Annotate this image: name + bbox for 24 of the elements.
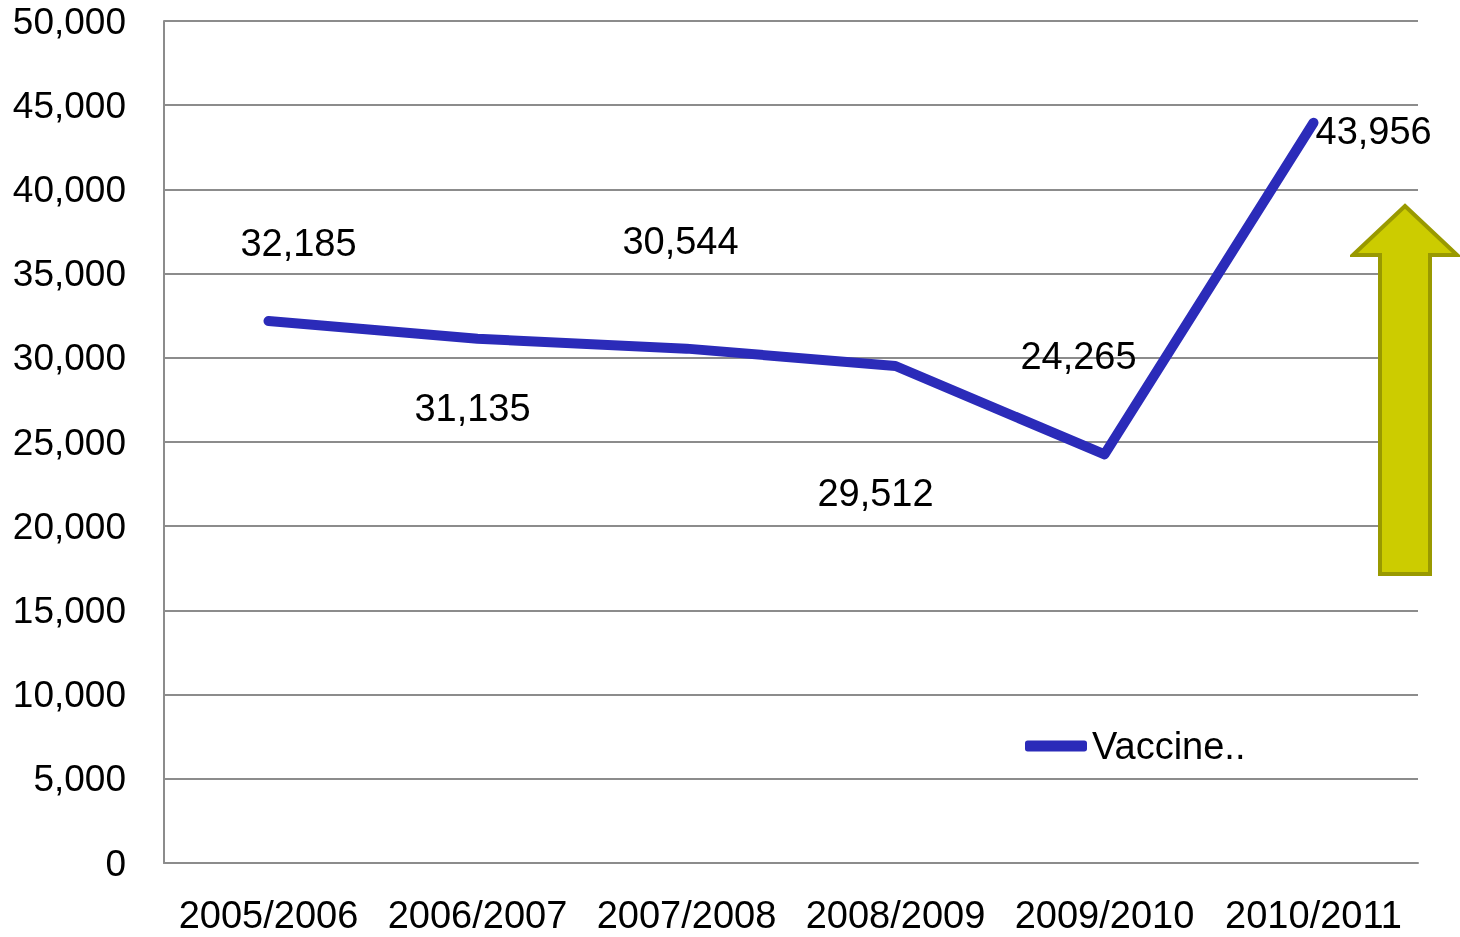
y-tick-label: 50,000 xyxy=(12,0,126,42)
y-tick-label: 35,000 xyxy=(12,253,126,295)
x-tick-label: 2009/2010 xyxy=(1014,894,1195,936)
x-tick-label: 2010/2011 xyxy=(1225,894,1402,936)
y-tick-label: 40,000 xyxy=(12,168,126,210)
legend-label: Vaccine.. xyxy=(1092,725,1246,767)
x-tick-label: 2008/2009 xyxy=(805,894,986,936)
data-label: 30,544 xyxy=(622,219,739,262)
y-tick-label: 25,000 xyxy=(12,421,126,463)
data-label: 24,265 xyxy=(1020,335,1137,378)
y-tick-label: 15,000 xyxy=(12,589,126,631)
x-tick-label: 2006/2007 xyxy=(387,894,568,936)
y-tick-label: 0 xyxy=(105,842,126,884)
data-label: 29,512 xyxy=(817,472,934,515)
y-tick-label: 10,000 xyxy=(12,674,126,716)
y-tick-label: 30,000 xyxy=(12,337,126,379)
x-tick-label: 2007/2008 xyxy=(596,894,777,936)
data-label: 32,185 xyxy=(240,222,357,264)
y-tick-label: 5,000 xyxy=(33,758,126,800)
data-label: 31,135 xyxy=(414,386,531,429)
y-tick-label: 45,000 xyxy=(12,84,126,126)
x-tick-label: 2005/2006 xyxy=(178,894,359,936)
data-label: 43,956 xyxy=(1315,109,1432,152)
y-tick-label: 20,000 xyxy=(12,505,126,547)
